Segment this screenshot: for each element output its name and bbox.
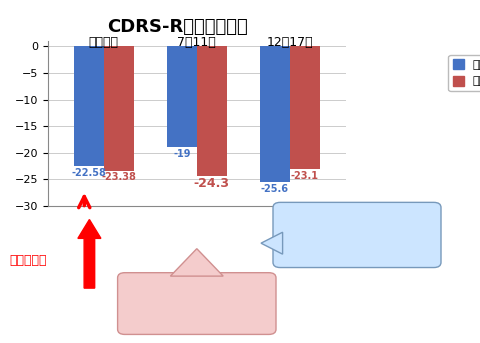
Text: -24.3: -24.3 bbox=[193, 177, 229, 190]
Text: -25.6: -25.6 bbox=[261, 184, 289, 194]
Text: 7～11歳では、「プラセボ」で
大きな改善効果がある: 7～11歳では、「プラセボ」で 大きな改善効果がある bbox=[149, 292, 244, 315]
Text: 結果に影響: 結果に影響 bbox=[10, 254, 47, 267]
Bar bbox=[197, 46, 227, 176]
Legend: パキシル, プラセボ: パキシル, プラセボ bbox=[448, 55, 480, 91]
Bar bbox=[260, 46, 290, 182]
Text: 7～11歳: 7～11歳 bbox=[178, 36, 216, 49]
Text: -23.38: -23.38 bbox=[101, 172, 136, 182]
Bar bbox=[74, 46, 104, 166]
Text: CDRS-Rスコアの評価: CDRS-Rスコアの評価 bbox=[107, 19, 248, 36]
Bar bbox=[167, 46, 197, 147]
Text: -19: -19 bbox=[173, 149, 191, 159]
Text: 12～17歳: 12～17歳 bbox=[266, 36, 313, 49]
Text: -22.58: -22.58 bbox=[72, 168, 107, 178]
Text: -23.1: -23.1 bbox=[291, 171, 319, 181]
Bar bbox=[104, 46, 133, 170]
Text: トータル: トータル bbox=[89, 36, 119, 49]
Text: 12～17歳では、『パキシル』
の方が改善効果が大きい: 12～17歳では、『パキシル』 の方が改善効果が大きい bbox=[317, 223, 412, 247]
Bar bbox=[290, 46, 320, 169]
